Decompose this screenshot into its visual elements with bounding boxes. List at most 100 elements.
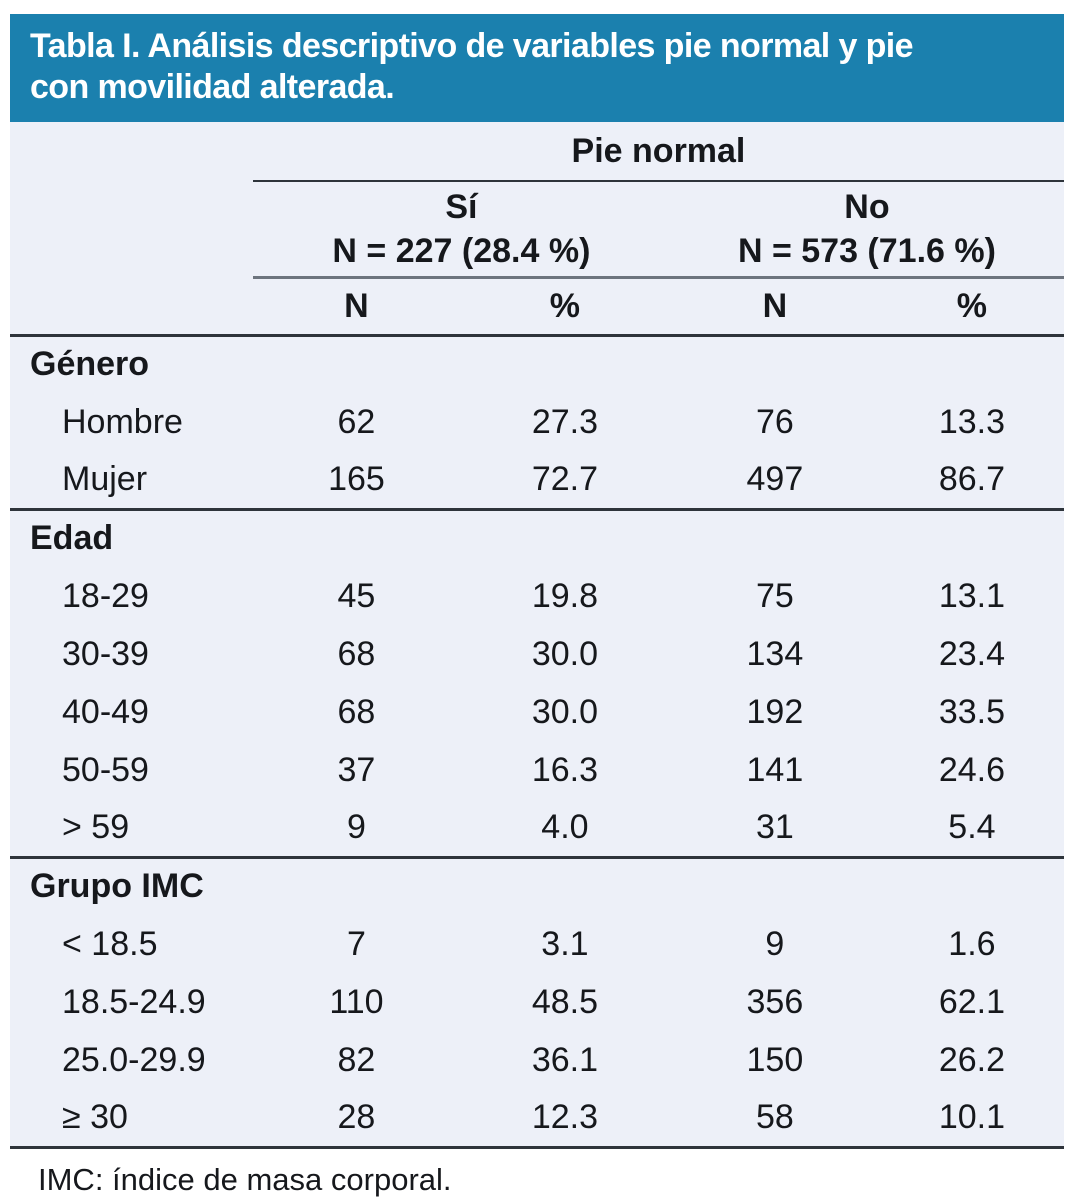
corner-cell: [10, 122, 253, 181]
cell-value: 192: [746, 692, 804, 731]
corner-cell: [10, 277, 253, 337]
column-header-row: N % N %: [10, 277, 1064, 337]
cell-value: 86.7: [938, 459, 1006, 498]
section-title-edad: Edad: [30, 519, 114, 558]
table-row: Hombre 62 27.3 76 13.3: [10, 393, 1064, 451]
cell-value: 30.0: [531, 634, 598, 673]
table-header: Pie normal Sí N = 227 (28.4 %) No N = 57…: [10, 122, 1064, 337]
subgroup-header-row: Sí N = 227 (28.4 %) No N = 573 (71.6 %): [10, 181, 1064, 279]
cell-value: 12.3: [531, 1097, 598, 1136]
col-header-n-no: N: [669, 277, 880, 337]
cell-value: 150: [746, 1040, 804, 1079]
subgroup-si: Sí N = 227 (28.4 %): [252, 181, 670, 279]
cell-value: 37: [337, 750, 376, 789]
subgroup-no-label: No: [844, 187, 890, 226]
cell-value: 30.0: [531, 692, 598, 731]
cell-value: 31: [755, 807, 794, 846]
section-header-row: Grupo IMC: [10, 857, 1064, 915]
table-title-line-1: Tabla I. Análisis descriptivo de variabl…: [30, 27, 914, 65]
cell-value: 72.7: [531, 459, 598, 498]
group-header-row: Pie normal: [10, 122, 1064, 182]
table-row: Mujer 165 72.7 497 86.7: [10, 451, 1064, 509]
table-row: < 18.5 7 3.1 9 1.6: [10, 915, 1064, 973]
row-label: < 18.5: [62, 924, 158, 963]
cell-value: 13.3: [938, 402, 1006, 441]
section-title-grupo-imc: Grupo IMC: [30, 867, 204, 906]
cell-value: 497: [746, 459, 804, 498]
descriptive-stats-table: Pie normal Sí N = 227 (28.4 %) No N = 57…: [10, 122, 1064, 1149]
section-edad: Edad 18-29 45 19.8 75 13.1 30-39 68 30.0…: [10, 509, 1064, 857]
cell-value: 110: [329, 982, 384, 1021]
cell-value: 62.1: [938, 982, 1006, 1021]
cell-value: 24.6: [938, 750, 1006, 789]
col-header-pct-si: %: [459, 277, 670, 337]
cell-value: 7: [346, 924, 366, 963]
cell-value: 33.5: [938, 692, 1006, 731]
subgroup-si-label: Sí: [445, 187, 478, 226]
table-row: 50-59 37 16.3 141 24.6: [10, 741, 1064, 799]
table-row: 30-39 68 30.0 134 23.4: [10, 625, 1064, 683]
table-container: Pie normal Sí N = 227 (28.4 %) No N = 57…: [10, 122, 1064, 1149]
corner-cell: [10, 181, 253, 277]
table-title-banner: Tabla I. Análisis descriptivo de variabl…: [10, 14, 1064, 122]
section-genero: Género Hombre 62 27.3 76 13.3 Mujer 165 …: [10, 335, 1064, 509]
cell-value: 9: [346, 807, 366, 846]
cell-value: 13.1: [938, 576, 1006, 615]
cell-value: 82: [337, 1040, 376, 1079]
cell-value: 28: [337, 1097, 376, 1136]
cell-value: 1.6: [948, 924, 996, 963]
row-label: 50-59: [62, 750, 149, 789]
cell-value: 27.3: [531, 402, 598, 441]
table-row: 18-29 45 19.8 75 13.1: [10, 567, 1064, 625]
cell-value: 165: [328, 459, 385, 498]
subgroup-no: No N = 573 (71.6 %): [669, 181, 1064, 279]
cell-value: 76: [755, 402, 794, 441]
cell-value: 3.1: [541, 924, 589, 963]
row-label: 18-29: [62, 576, 149, 615]
table-footnote: IMC: índice de masa corporal.: [38, 1161, 452, 1197]
col-header-n-si: N: [252, 277, 460, 337]
cell-value: 58: [755, 1097, 794, 1136]
cell-value: 68: [337, 634, 376, 673]
cell-value: 16.3: [531, 750, 598, 789]
cell-value: 4.0: [541, 807, 589, 846]
cell-value: 75: [755, 576, 794, 615]
subgroup-no-n: N = 573 (71.6 %): [737, 231, 996, 270]
cell-value: 45: [337, 576, 376, 615]
cell-value: 26.2: [938, 1040, 1006, 1079]
row-label: 25.0-29.9: [62, 1040, 206, 1079]
row-label: Hombre: [62, 402, 183, 441]
row-label: ≥ 30: [62, 1097, 128, 1136]
group-header-pie-normal: Pie normal: [252, 122, 1064, 182]
table-row: 25.0-29.9 82 36.1 150 26.2: [10, 1031, 1064, 1089]
subgroup-si-n: N = 227 (28.4 %): [332, 231, 591, 270]
row-label: 18.5-24.9: [62, 982, 206, 1021]
cell-value: 19.8: [531, 576, 598, 615]
cell-value: 134: [746, 634, 804, 673]
cell-value: 48.5: [531, 982, 598, 1021]
col-header-pct-no: %: [879, 277, 1064, 337]
section-grupo-imc: Grupo IMC < 18.5 7 3.1 9 1.6 18.5-24.9 1…: [10, 857, 1064, 1147]
section-title-genero: Género: [30, 345, 150, 384]
table-row: 18.5-24.9 110 48.5 356 62.1: [10, 973, 1064, 1031]
cell-value: 23.4: [938, 634, 1006, 673]
section-header-row: Género: [10, 335, 1064, 393]
table-row: 40-49 68 30.0 192 33.5: [10, 683, 1064, 741]
row-label: Mujer: [62, 459, 148, 498]
table-row: ≥ 30 28 12.3 58 10.1: [10, 1089, 1064, 1147]
cell-value: 36.1: [531, 1040, 598, 1079]
cell-value: 141: [746, 750, 804, 789]
section-header-row: Edad: [10, 509, 1064, 567]
cell-value: 10.1: [938, 1097, 1006, 1136]
cell-value: 68: [337, 692, 376, 731]
table-title-line-2: con movilidad alterada.: [30, 68, 395, 106]
cell-value: 9: [765, 924, 785, 963]
cell-value: 5.4: [948, 807, 996, 846]
row-label: 40-49: [62, 692, 149, 731]
table-row: > 59 9 4.0 31 5.4: [10, 799, 1064, 857]
row-label: 30-39: [62, 634, 149, 673]
cell-value: 356: [746, 982, 804, 1021]
row-label: > 59: [62, 807, 130, 846]
cell-value: 62: [337, 402, 376, 441]
